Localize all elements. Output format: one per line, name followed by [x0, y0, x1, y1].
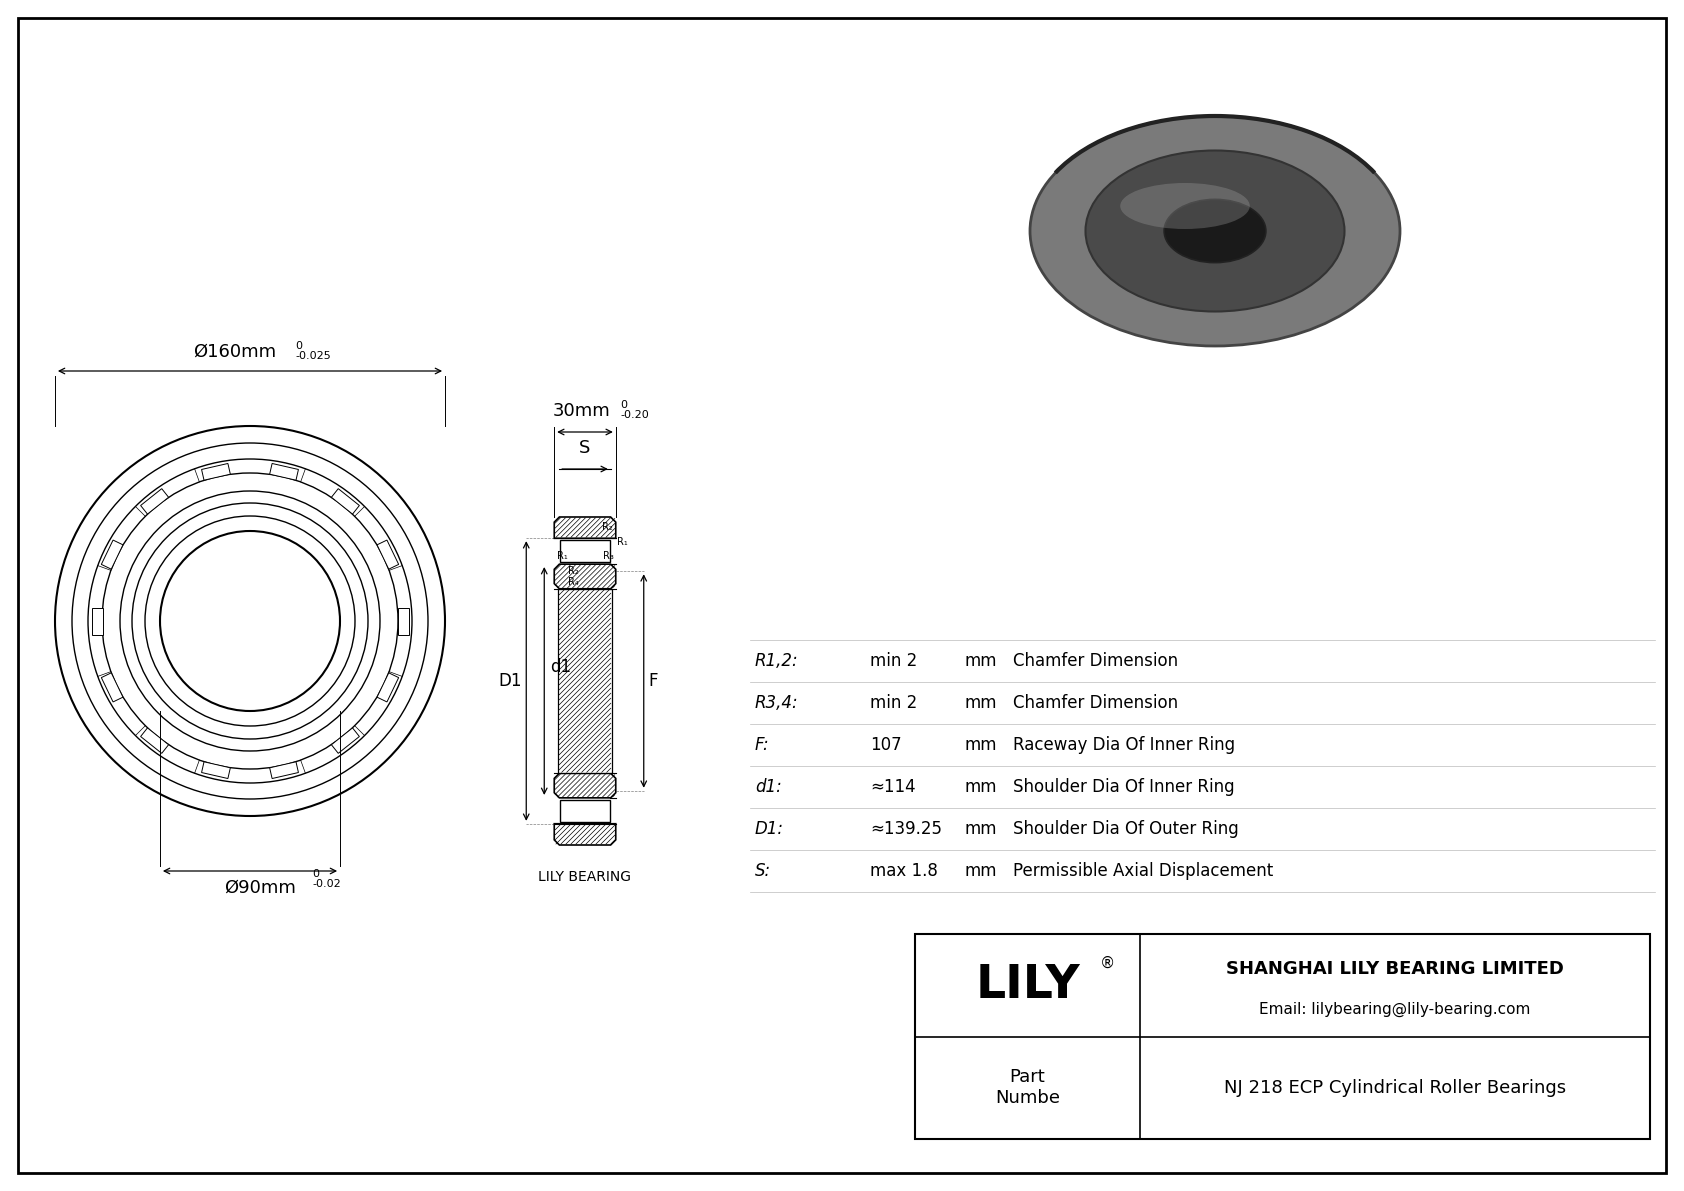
Polygon shape — [554, 565, 616, 588]
Text: mm: mm — [965, 736, 997, 754]
Text: Chamfer Dimension: Chamfer Dimension — [1014, 651, 1179, 671]
Text: ≈139.25: ≈139.25 — [871, 819, 941, 838]
Text: 107: 107 — [871, 736, 901, 754]
Polygon shape — [269, 463, 298, 480]
Text: mm: mm — [965, 819, 997, 838]
Text: ≈114: ≈114 — [871, 778, 916, 796]
Text: mm: mm — [965, 694, 997, 712]
Text: 30mm: 30mm — [552, 403, 611, 420]
Polygon shape — [554, 517, 616, 538]
Text: LILY BEARING: LILY BEARING — [539, 869, 632, 884]
Text: D1:: D1: — [754, 819, 785, 838]
Polygon shape — [554, 824, 616, 844]
Polygon shape — [141, 488, 168, 515]
Text: R₄: R₄ — [568, 576, 579, 587]
Text: Ø90mm: Ø90mm — [224, 879, 296, 897]
Polygon shape — [202, 762, 231, 779]
Ellipse shape — [1120, 183, 1250, 229]
Text: -0.20: -0.20 — [620, 410, 648, 420]
Bar — [561, 541, 610, 562]
Text: NJ 218 ECP Cylindrical Roller Bearings: NJ 218 ECP Cylindrical Roller Bearings — [1224, 1079, 1566, 1097]
Text: Shoulder Dia Of Inner Ring: Shoulder Dia Of Inner Ring — [1014, 778, 1234, 796]
Text: SHANGHAI LILY BEARING LIMITED: SHANGHAI LILY BEARING LIMITED — [1226, 960, 1564, 978]
Text: S: S — [579, 439, 591, 457]
Bar — [914, 934, 1650, 1139]
Polygon shape — [332, 728, 359, 754]
Text: R₃: R₃ — [603, 551, 613, 561]
Text: R₁: R₁ — [557, 551, 568, 561]
Text: D1: D1 — [498, 672, 522, 690]
Text: Raceway Dia Of Inner Ring: Raceway Dia Of Inner Ring — [1014, 736, 1234, 754]
Text: 0: 0 — [295, 341, 301, 351]
Text: min 2: min 2 — [871, 694, 918, 712]
Ellipse shape — [1031, 116, 1399, 347]
Bar — [559, 588, 611, 773]
Text: mm: mm — [965, 778, 997, 796]
Polygon shape — [141, 728, 168, 754]
Text: min 2: min 2 — [871, 651, 918, 671]
Text: max 1.8: max 1.8 — [871, 862, 938, 880]
Text: R₂: R₂ — [601, 523, 613, 532]
Text: 0: 0 — [620, 400, 626, 410]
Polygon shape — [397, 607, 409, 635]
Text: Shoulder Dia Of Outer Ring: Shoulder Dia Of Outer Ring — [1014, 819, 1239, 838]
Text: -0.02: -0.02 — [312, 879, 340, 888]
Text: mm: mm — [965, 862, 997, 880]
Text: -0.025: -0.025 — [295, 351, 330, 361]
Text: F: F — [648, 672, 658, 690]
Text: R3,4:: R3,4: — [754, 694, 798, 712]
Bar — [561, 800, 610, 822]
Text: LILY: LILY — [975, 962, 1079, 1008]
Polygon shape — [554, 773, 616, 798]
Text: Ø160mm: Ø160mm — [194, 343, 276, 361]
Text: 0: 0 — [312, 869, 318, 879]
Polygon shape — [101, 540, 123, 569]
Text: mm: mm — [965, 651, 997, 671]
Polygon shape — [101, 673, 123, 701]
Polygon shape — [377, 673, 399, 701]
Text: d1:: d1: — [754, 778, 781, 796]
Text: Chamfer Dimension: Chamfer Dimension — [1014, 694, 1179, 712]
Text: Permissible Axial Displacement: Permissible Axial Displacement — [1014, 862, 1273, 880]
Text: d1: d1 — [551, 657, 571, 676]
Text: F:: F: — [754, 736, 770, 754]
Ellipse shape — [1086, 150, 1344, 312]
Polygon shape — [332, 488, 359, 515]
Polygon shape — [91, 607, 103, 635]
Text: R₁: R₁ — [616, 537, 628, 548]
Polygon shape — [202, 463, 231, 480]
Text: S:: S: — [754, 862, 771, 880]
Text: Part
Numbe: Part Numbe — [995, 1068, 1059, 1108]
Polygon shape — [377, 540, 399, 569]
Text: Email: lilybearing@lily-bearing.com: Email: lilybearing@lily-bearing.com — [1260, 1003, 1531, 1017]
Text: R₂: R₂ — [568, 566, 579, 576]
Text: ®: ® — [1100, 955, 1115, 971]
Polygon shape — [269, 762, 298, 779]
Text: R1,2:: R1,2: — [754, 651, 798, 671]
Ellipse shape — [1164, 199, 1266, 263]
